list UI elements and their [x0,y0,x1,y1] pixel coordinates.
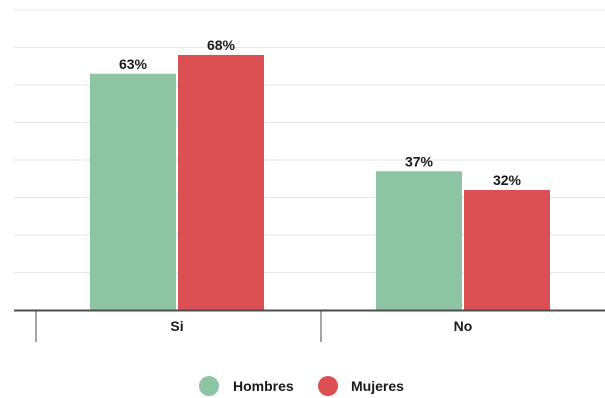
x-tick-label: Si [170,318,183,334]
data-label: 32% [493,172,522,188]
legend-label-hombres: Hombres [233,378,294,394]
bar-hombres-si [90,73,176,310]
legend-label-mujeres: Mujeres [351,378,404,394]
x-tick-label: No [454,318,473,334]
data-label: 63% [119,56,148,72]
bar-hombres-no [376,171,462,310]
data-label: 68% [207,37,236,53]
x-axis: Si No [14,309,605,342]
legend: Hombres Mujeres [199,376,404,396]
legend-swatch-hombres [199,376,219,396]
legend-swatch-mujeres [318,376,338,396]
bar-mujeres-si [178,55,264,310]
data-label: 37% [405,153,434,169]
bars [90,55,550,310]
data-labels: 63% 68% 37% 32% [119,37,522,188]
bar-mujeres-no [464,190,550,310]
